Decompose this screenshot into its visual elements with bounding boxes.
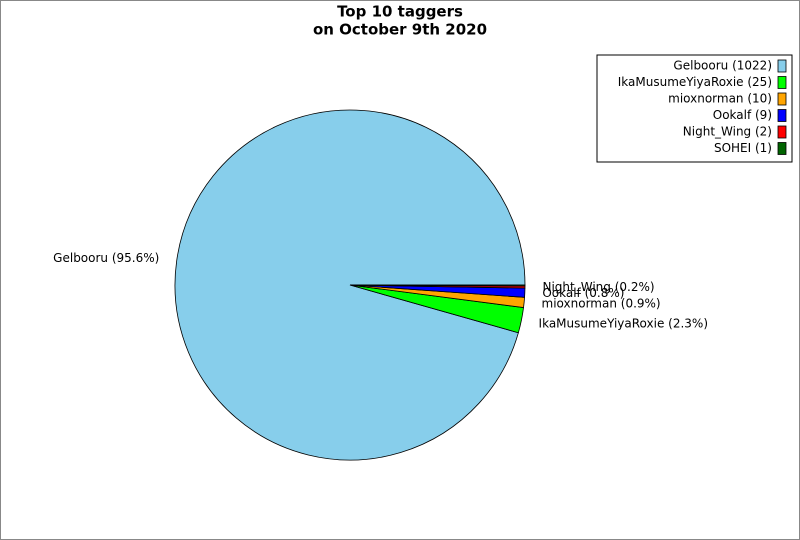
legend-swatch: [777, 59, 787, 73]
pie-slice: [349, 284, 526, 287]
slice-label: IkaMusumeYiyaRoxie (2.3%): [539, 316, 708, 330]
slice-label: Night_Wing (0.2%): [542, 280, 654, 294]
slice-label: Gelbooru (95.6%): [53, 251, 159, 265]
legend-swatch: [777, 109, 787, 122]
slice-label: mioxnorman (0.9%): [542, 297, 661, 311]
legend-label: Gelbooru (1022): [673, 59, 772, 73]
slice-label: Ookalf (0.8%): [542, 286, 624, 300]
legend-box: [596, 54, 793, 163]
legend-label: Night_Wing (2): [683, 125, 772, 139]
legend-label: Ookalf (9): [713, 108, 772, 122]
legend-label: SOHEI (1): [714, 141, 772, 155]
legend-swatch: [777, 92, 787, 106]
chart-title: on October 9th 2020: [313, 21, 487, 39]
chart-title: Top 10 taggers: [337, 3, 463, 21]
legend-label: IkaMusumeYiyaRoxie (25): [618, 75, 772, 89]
legend-swatch: [777, 125, 787, 139]
legend-swatch: [777, 76, 787, 89]
legend-swatch: [777, 142, 787, 155]
legend-label: mioxnorman (10): [668, 92, 772, 106]
